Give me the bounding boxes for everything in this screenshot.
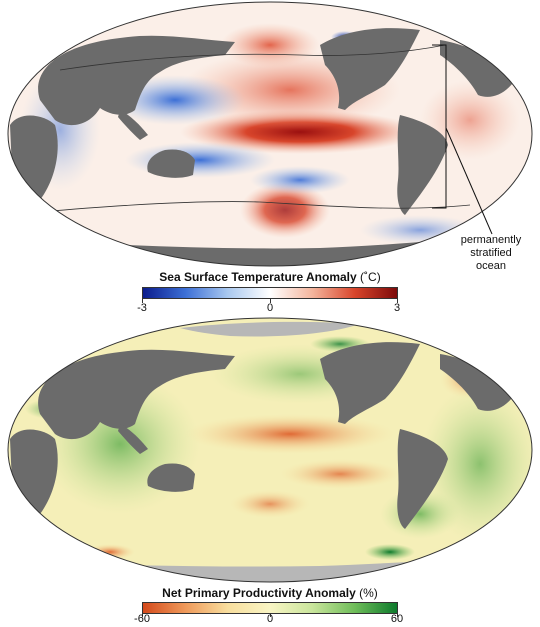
npp-tickmark-mid bbox=[270, 613, 271, 617]
south-pacific-cool-anomaly bbox=[250, 166, 350, 194]
northern-contour-line bbox=[59, 44, 446, 71]
south-america-land bbox=[397, 115, 448, 215]
europe-land bbox=[440, 354, 515, 411]
eurasia-land bbox=[38, 35, 235, 126]
npp-tickmark-max bbox=[397, 613, 398, 617]
greenland-land bbox=[425, 12, 470, 28]
australia-land bbox=[147, 463, 195, 492]
sst-unit-text: (˚C) bbox=[360, 270, 381, 284]
npp-anomaly-map bbox=[7, 317, 533, 583]
land-masses bbox=[10, 326, 515, 529]
npp-title-text: Net Primary Productivity Anomaly bbox=[162, 586, 356, 600]
npp-tickmark-min bbox=[142, 613, 143, 617]
southeast-asia-land bbox=[118, 110, 148, 140]
south-america-land bbox=[397, 429, 448, 529]
south-pacific-low-npp bbox=[280, 459, 400, 489]
map-outline bbox=[7, 317, 533, 583]
npp-tick-mid: 0 bbox=[266, 613, 274, 625]
map-outline bbox=[7, 1, 533, 267]
npp-unit-text: (%) bbox=[359, 586, 378, 600]
sst-tick-max: 3 bbox=[393, 302, 401, 314]
sst-tickmark-mid bbox=[270, 299, 271, 303]
europe-land bbox=[440, 40, 515, 97]
southern-low-npp bbox=[230, 490, 310, 518]
npp-colorbar-title: Net Primary Productivity Anomaly (%) bbox=[0, 586, 540, 600]
southern-indian-low-npp bbox=[85, 544, 135, 560]
sst-tickmark-min bbox=[142, 299, 143, 303]
sst-tick-min: -3 bbox=[137, 302, 147, 314]
southeast-asia-land bbox=[118, 424, 148, 454]
north-america-land bbox=[320, 342, 420, 424]
sst-tickmark-max bbox=[397, 299, 398, 303]
equatorial-low-npp bbox=[185, 414, 395, 454]
sst-anomaly-map bbox=[7, 1, 533, 267]
sst-title-text: Sea Surface Temperature Anomaly bbox=[159, 270, 357, 284]
arctic-sea-ice bbox=[180, 321, 360, 337]
callout-leader-line bbox=[445, 127, 493, 235]
eurasia-land bbox=[38, 349, 235, 440]
north-america-land bbox=[320, 28, 420, 110]
australia-land bbox=[147, 149, 195, 178]
stratified-ocean-callout: permanently stratified ocean bbox=[460, 234, 522, 272]
npp-tick-max: 60 bbox=[390, 613, 404, 625]
south-pacific-warm-anomaly bbox=[240, 182, 330, 238]
sst-tick-mid: 0 bbox=[266, 302, 274, 314]
drake-passage-very-high-npp bbox=[365, 544, 415, 560]
south-west-pacific-cool-anomaly bbox=[125, 142, 275, 178]
greenland-land bbox=[425, 326, 470, 342]
sst-colorbar-title: Sea Surface Temperature Anomaly (˚C) bbox=[0, 270, 540, 284]
gulf-of-alaska-warm-anomaly bbox=[220, 23, 320, 67]
stratified-bracket bbox=[432, 44, 447, 209]
npp-tick-min: -60 bbox=[134, 613, 150, 625]
sst-colorbar bbox=[142, 287, 398, 299]
southern-contour-line bbox=[39, 201, 471, 213]
